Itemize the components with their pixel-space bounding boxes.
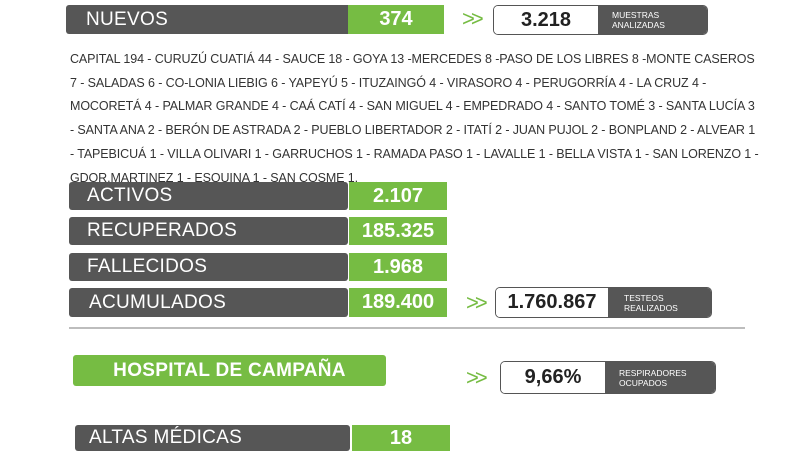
stat-value-text: 189.400 xyxy=(361,291,435,313)
nuevos-label: NUEVOS xyxy=(86,8,169,30)
altas-label: ALTAS MÉDICAS xyxy=(89,427,243,448)
stat-value-recuperados: 185.325 xyxy=(349,217,447,245)
chevron-right-icon: >> xyxy=(466,290,488,315)
samples-box: 3.218 MUESTRAS ANALIZADAS xyxy=(493,5,708,35)
stat-label-text: ACUMULADOS xyxy=(89,291,227,313)
altas-value-box: 18 xyxy=(352,425,450,451)
stat-label-acumulados: ACUMULADOS xyxy=(69,288,348,317)
nuevos-label-box: NUEVOS xyxy=(66,5,348,34)
samples-caption: MUESTRAS ANALIZADAS xyxy=(598,6,707,34)
stat-label-fallecidos: FALLECIDOS xyxy=(69,253,348,281)
respiradores-value: 9,66% xyxy=(501,362,605,393)
hospital-title-box: HOSPITAL DE CAMPAÑA xyxy=(73,355,386,386)
samples-value: 3.218 xyxy=(494,6,598,34)
altas-value: 18 xyxy=(389,426,413,449)
stat-label-text: FALLECIDOS xyxy=(87,256,208,277)
stat-label-text: RECUPERADOS xyxy=(87,220,238,241)
localities-text: CAPITAL 194 - CURUZÚ CUATIÁ 44 - SAUCE 1… xyxy=(70,48,760,190)
nuevos-value: 374 xyxy=(379,8,413,30)
nuevos-value-box: 374 xyxy=(348,5,444,34)
testeos-box: 1.760.867 TESTEOS REALIZADOS xyxy=(495,287,712,318)
chevron-right-icon: >> xyxy=(462,6,484,31)
stat-value-activos: 2.107 xyxy=(349,182,447,210)
localities-list: CAPITAL 194 - CURUZÚ CUATIÁ 44 - SAUCE 1… xyxy=(70,52,759,185)
stat-value-text: 185.325 xyxy=(361,219,435,242)
stat-label-recuperados: RECUPERADOS xyxy=(69,217,348,245)
stat-value-acumulados: 189.400 xyxy=(349,288,447,317)
stat-value-text: 1.968 xyxy=(372,255,424,278)
section-divider xyxy=(69,327,745,329)
stat-label-activos: ACTIVOS xyxy=(69,182,348,210)
stat-label-text: ACTIVOS xyxy=(87,185,173,206)
testeos-value: 1.760.867 xyxy=(496,288,608,317)
chevron-right-icon: >> xyxy=(466,365,488,390)
respiradores-caption: RESPIRADORES OCUPADOS xyxy=(605,362,715,393)
stat-value-fallecidos: 1.968 xyxy=(349,253,447,281)
testeos-caption: TESTEOS REALIZADOS xyxy=(608,288,711,317)
stat-value-text: 2.107 xyxy=(372,184,424,207)
altas-label-box: ALTAS MÉDICAS xyxy=(75,425,350,451)
hospital-title: HOSPITAL DE CAMPAÑA xyxy=(113,359,346,381)
respiradores-box: 9,66% RESPIRADORES OCUPADOS xyxy=(500,361,716,394)
